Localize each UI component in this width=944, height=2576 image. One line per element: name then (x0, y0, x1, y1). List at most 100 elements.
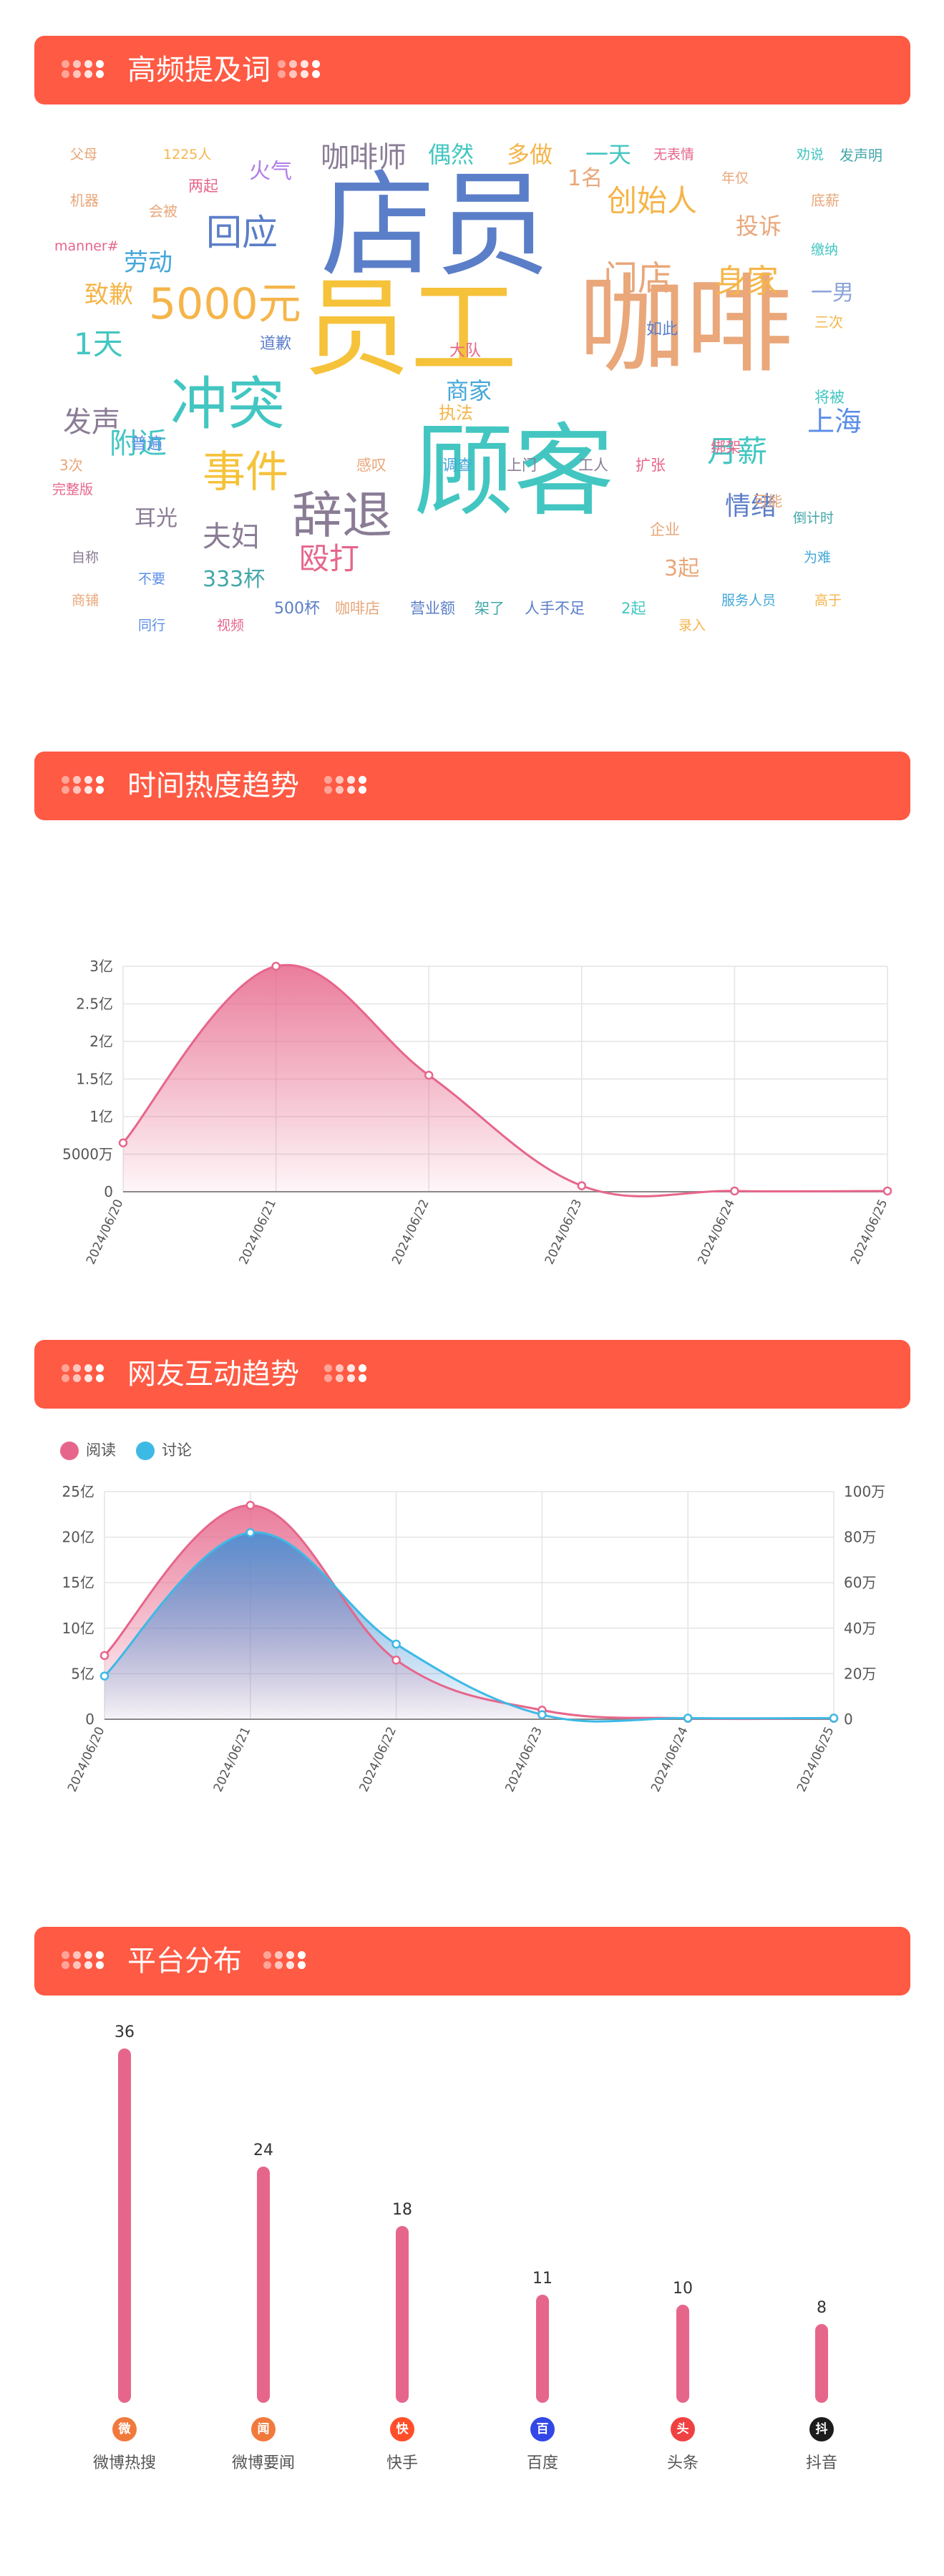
platform-title: 平台分布 (127, 1945, 242, 1978)
header-dot (347, 1374, 355, 1382)
cloud-word: 感叹 (356, 457, 386, 474)
platform-bar (257, 2167, 270, 2403)
header-dot (84, 60, 92, 68)
header-dot (96, 1364, 104, 1372)
wordcloud-header: 高频提及词 (34, 36, 910, 105)
trend-point (271, 961, 281, 971)
header-dot (96, 70, 104, 78)
cloud-word: 底薪 (811, 192, 840, 209)
header-dots-right (324, 1364, 381, 1384)
header-dot (263, 1961, 271, 1969)
discuss-point (683, 1714, 693, 1723)
interaction-title: 网友互动趋势 (127, 1358, 299, 1391)
interaction-header: 网友互动趋势 (34, 1340, 910, 1409)
header-dot (84, 776, 92, 784)
y-right-tick-label: 20万 (844, 1665, 876, 1682)
header-dot (359, 786, 366, 794)
cloud-word: 无表情 (653, 147, 695, 162)
header-dot (73, 1961, 81, 1969)
header-dot (347, 776, 355, 784)
header-dot (347, 1364, 355, 1372)
cloud-word: 回应 (206, 212, 278, 253)
platform-bar (536, 2294, 549, 2403)
platform-bar (815, 2324, 828, 2403)
platform-bar-value: 11 (532, 2269, 553, 2288)
cloud-word: 咖啡店 (335, 600, 380, 617)
cloud-word: 会被 (149, 203, 177, 220)
cloud-word: 一天 (585, 141, 632, 168)
platform-label: 头条 (666, 2454, 699, 2472)
cloud-word: 自称 (72, 550, 99, 565)
platform-bar (676, 2304, 689, 2403)
cloud-word: 偶然 (428, 141, 475, 168)
toutiao-icon: 头 (671, 2417, 695, 2441)
cloud-word: 店员 (321, 158, 550, 292)
header-dot (336, 1364, 344, 1372)
header-dot (289, 60, 297, 68)
cloud-word: 上门 (507, 457, 537, 474)
header-dot (62, 60, 69, 68)
header-dot (96, 776, 104, 784)
cloud-word: 扩张 (636, 457, 666, 474)
legend-discuss-swatch (136, 1442, 155, 1460)
header-dot (84, 1961, 92, 1969)
cloud-word: 夫妇 (203, 520, 260, 553)
header-dot (84, 70, 92, 78)
cloud-word: 辞退 (292, 486, 392, 545)
platform-bar (118, 2048, 131, 2403)
header-dot (62, 1951, 69, 1959)
header-dot (73, 1951, 81, 1959)
y-tick-label: 2亿 (89, 1033, 113, 1050)
header-dot (359, 776, 366, 784)
header-dot (84, 786, 92, 794)
header-dot (286, 1951, 294, 1959)
header-dot (96, 786, 104, 794)
header-dot (96, 1951, 104, 1959)
header-dot (263, 1951, 271, 1959)
header-dot (278, 70, 286, 78)
y-tick-label: 2.5亿 (76, 996, 113, 1013)
cloud-word: 顾客 (414, 414, 615, 530)
x-tick-label: 2024/06/22 (389, 1197, 432, 1267)
wordcloud-title: 高频提及词 (127, 54, 271, 87)
header-dot (301, 70, 308, 78)
cloud-word: 缴纳 (811, 242, 839, 258)
header-dot (312, 70, 320, 78)
x-tick-label: 2024/06/25 (848, 1197, 891, 1267)
y-right-tick-label: 60万 (844, 1574, 876, 1591)
x-tick-label: 2024/06/24 (648, 1725, 691, 1794)
trend-chart: 0 5000万 1亿 1.5亿 2亿 2.5亿 3亿 2024/06/20 2024/06/21… (62, 958, 892, 1267)
x-tick-label: 2024/06/23 (502, 1725, 545, 1794)
y-right-tick-label: 100万 (844, 1483, 885, 1500)
cloud-word: 录入 (678, 618, 706, 633)
x-tick-label: 2024/06/22 (357, 1725, 400, 1794)
header-dot (73, 776, 81, 784)
header-dot (298, 1961, 306, 1969)
header-dot (359, 1364, 366, 1372)
trend-title: 时间热度趋势 (127, 769, 299, 802)
header-dot (275, 1951, 283, 1959)
cloud-word: 附近 (110, 427, 167, 460)
header-dot (62, 70, 69, 78)
header-dots-left (62, 1951, 119, 1971)
discuss-point (537, 1710, 547, 1719)
y-left-tick-label: 25亿 (62, 1483, 94, 1500)
cloud-word: 殴打 (299, 541, 360, 576)
cloud-word: 大队 (449, 342, 482, 360)
cloud-word: 2起 (621, 600, 646, 617)
cloud-word: 不要 (138, 571, 166, 587)
legend-discuss[interactable]: 讨论 (136, 1439, 192, 1460)
header-dot (289, 70, 297, 78)
header-dot (73, 1364, 81, 1372)
header-dot (312, 60, 320, 68)
y-left-tick-label: 10亿 (62, 1620, 94, 1637)
cloud-word: 如此 (646, 321, 678, 339)
header-dot (324, 1374, 332, 1382)
cloud-word: 绑架 (711, 439, 741, 456)
y-left-tick-label: 20亿 (62, 1529, 94, 1546)
interaction-chart: 0 0 5亿 20万 10亿 40万 15亿 60万 20亿 80万 25亿 100万 2024/06/… (62, 1483, 886, 1794)
cloud-word: 可能 (754, 492, 782, 510)
cloud-word: 月薪 (707, 434, 768, 469)
legend-read[interactable]: 阅读 (60, 1439, 116, 1460)
cloud-word: 事件 (203, 447, 288, 497)
